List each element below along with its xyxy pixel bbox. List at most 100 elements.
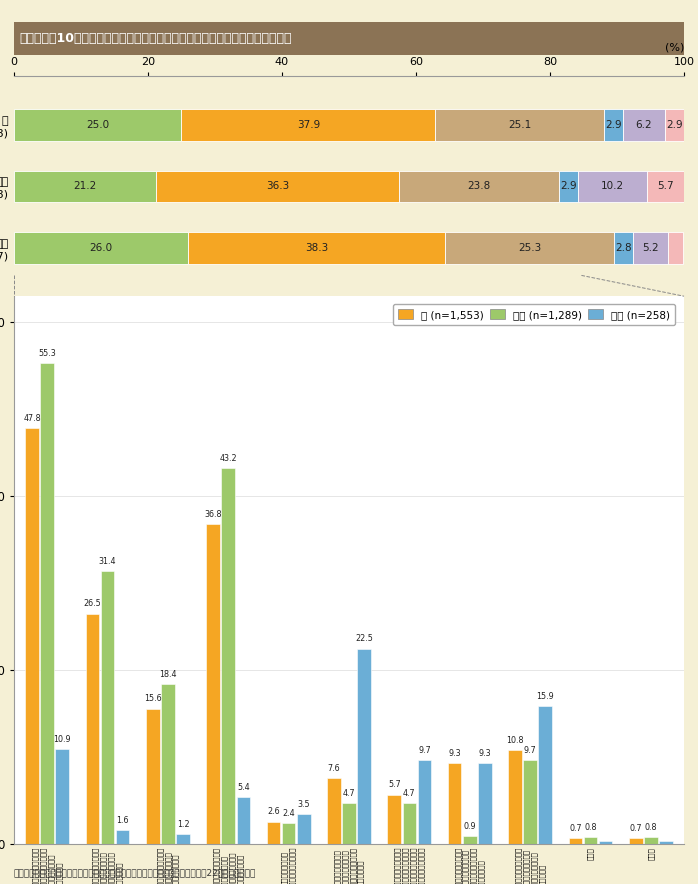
Text: 7.6: 7.6 <box>327 764 340 773</box>
Text: 10.9: 10.9 <box>54 735 71 744</box>
Bar <box>297 814 311 844</box>
Bar <box>629 838 643 844</box>
Text: 9.7: 9.7 <box>418 745 431 755</box>
Text: 5.4: 5.4 <box>237 783 250 792</box>
Text: 15.9: 15.9 <box>536 691 554 701</box>
Text: 38.3: 38.3 <box>305 243 328 253</box>
Text: 1.2: 1.2 <box>177 819 189 828</box>
Text: 2.4: 2.4 <box>282 809 295 818</box>
Bar <box>524 760 537 844</box>
Bar <box>614 232 633 263</box>
Text: 2.9: 2.9 <box>560 181 577 192</box>
Bar <box>101 571 114 844</box>
Text: 3.5: 3.5 <box>297 799 310 809</box>
Bar <box>342 804 356 844</box>
Text: 9.3: 9.3 <box>479 749 491 758</box>
Text: 36.3: 36.3 <box>266 181 289 192</box>
Bar <box>116 830 129 844</box>
Bar <box>282 823 295 844</box>
Bar <box>448 763 461 844</box>
Text: 1.6: 1.6 <box>117 816 129 825</box>
Text: 0.8: 0.8 <box>584 823 597 832</box>
Bar <box>25 429 39 844</box>
Bar <box>558 171 578 202</box>
Text: 37.9: 37.9 <box>297 120 320 130</box>
Legend: 計 (n=1,553), 女性 (n=1,289), 男性 (n=258): 計 (n=1,553), 女性 (n=1,289), 男性 (n=258) <box>393 304 676 325</box>
Text: 0.9: 0.9 <box>463 822 476 831</box>
Text: 2.8: 2.8 <box>616 243 632 253</box>
Bar <box>584 837 597 844</box>
Text: 25.0: 25.0 <box>86 120 110 130</box>
Text: 2.9: 2.9 <box>666 120 683 130</box>
Text: 2.6: 2.6 <box>267 807 280 817</box>
Bar <box>207 524 220 844</box>
Text: 2.9: 2.9 <box>605 120 622 130</box>
Text: (%): (%) <box>664 42 684 52</box>
Bar <box>538 706 552 844</box>
Text: 47.8: 47.8 <box>23 415 41 423</box>
Text: 10.2: 10.2 <box>601 181 624 192</box>
Bar <box>14 171 156 202</box>
Bar <box>156 171 399 202</box>
Bar <box>623 110 664 141</box>
Bar <box>176 834 190 844</box>
Bar <box>267 821 281 844</box>
Bar <box>14 110 181 141</box>
Bar <box>146 708 160 844</box>
Text: 18.4: 18.4 <box>159 670 177 679</box>
Bar <box>417 760 431 844</box>
Bar <box>644 837 658 844</box>
Text: 6.2: 6.2 <box>635 120 652 130</box>
Bar <box>403 804 416 844</box>
Text: 21.2: 21.2 <box>73 181 96 192</box>
Text: 55.3: 55.3 <box>38 349 56 358</box>
Bar <box>237 797 250 844</box>
Bar <box>436 110 604 141</box>
Bar <box>387 795 401 844</box>
Bar <box>327 778 341 844</box>
Bar <box>445 232 614 263</box>
Text: 5.7: 5.7 <box>658 181 674 192</box>
Text: （備考）独立行政法人労働政策研究・研修機構「短時間労働者実態調査」（平成22年）より作成。: （備考）独立行政法人労働政策研究・研修機構「短時間労働者実態調査」（平成22年）… <box>14 868 256 877</box>
Bar <box>659 841 673 844</box>
Text: 22.5: 22.5 <box>355 635 373 644</box>
Bar <box>188 232 445 263</box>
Bar <box>599 841 612 844</box>
Text: 15.6: 15.6 <box>144 694 162 704</box>
Text: 5.2: 5.2 <box>642 243 659 253</box>
Text: 0.8: 0.8 <box>644 823 657 832</box>
Text: 43.2: 43.2 <box>219 454 237 463</box>
Bar <box>55 750 69 844</box>
Text: 36.8: 36.8 <box>205 510 222 519</box>
Text: 4.7: 4.7 <box>403 789 416 798</box>
Text: 31.4: 31.4 <box>99 557 117 566</box>
Bar <box>14 232 188 263</box>
Bar <box>578 171 646 202</box>
Text: 0.7: 0.7 <box>569 824 581 833</box>
Bar <box>161 684 174 844</box>
Text: 第１－２－10図　パートタイム労働者の就業調整の有無とその理由（男女別）: 第１－２－10図 パートタイム労働者の就業調整の有無とその理由（男女別） <box>20 32 292 45</box>
Bar <box>664 110 684 141</box>
Text: 26.5: 26.5 <box>84 599 101 608</box>
Text: 25.3: 25.3 <box>518 243 541 253</box>
Bar <box>633 232 668 263</box>
Bar <box>221 469 235 844</box>
Text: 4.7: 4.7 <box>343 789 355 798</box>
Text: 26.0: 26.0 <box>89 243 112 253</box>
Bar <box>508 751 522 844</box>
Bar <box>86 613 99 844</box>
Bar <box>357 649 371 844</box>
Text: 25.1: 25.1 <box>508 120 531 130</box>
Text: 0.7: 0.7 <box>630 824 642 833</box>
Text: 23.8: 23.8 <box>468 181 491 192</box>
Text: 9.3: 9.3 <box>448 749 461 758</box>
Text: 9.7: 9.7 <box>524 745 537 755</box>
Bar <box>668 232 683 263</box>
Bar <box>40 363 54 844</box>
Text: 5.7: 5.7 <box>388 781 401 789</box>
Bar <box>181 110 436 141</box>
Bar <box>604 110 623 141</box>
Bar <box>463 836 477 844</box>
Text: 10.8: 10.8 <box>506 736 524 745</box>
Bar <box>478 763 491 844</box>
